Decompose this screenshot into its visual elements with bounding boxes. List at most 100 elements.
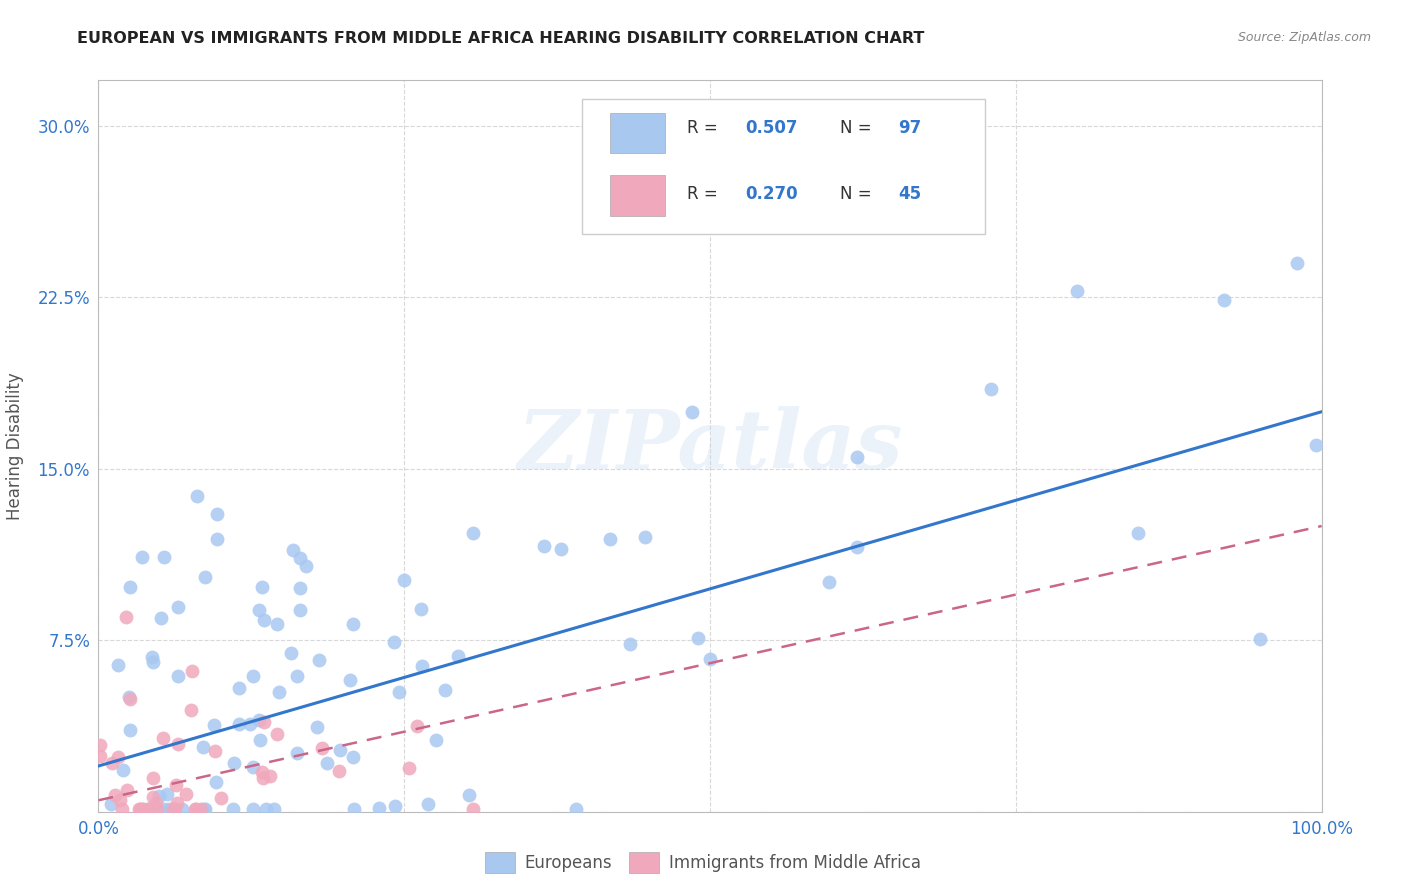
Bar: [610, 176, 665, 216]
Point: [280, 647, 302, 661]
Point: [619, 637, 641, 651]
Point: [162, 802, 184, 816]
Point: [166, 796, 188, 810]
Point: [139, 802, 162, 816]
Point: [797, 206, 820, 220]
Point: [107, 750, 129, 764]
Point: [142, 771, 165, 785]
Point: [463, 802, 485, 816]
Point: [599, 532, 621, 546]
Point: [308, 653, 330, 667]
Point: [138, 802, 160, 816]
Point: [247, 714, 270, 728]
Point: [180, 703, 202, 717]
Point: [132, 802, 155, 816]
Point: [398, 761, 420, 775]
Point: [142, 789, 165, 804]
Point: [222, 802, 245, 816]
Point: [266, 617, 288, 632]
Point: [600, 153, 623, 168]
Point: [114, 610, 136, 624]
Point: [205, 508, 228, 522]
Point: [259, 769, 281, 783]
Y-axis label: Hearing Disability: Hearing Disability: [6, 372, 24, 520]
Point: [107, 657, 129, 672]
Point: [204, 744, 226, 758]
Point: [128, 802, 150, 816]
Point: [845, 540, 868, 554]
Point: [342, 750, 364, 764]
Point: [288, 602, 311, 616]
Point: [142, 656, 165, 670]
Point: [141, 802, 163, 816]
Point: [184, 802, 207, 816]
Point: [294, 559, 316, 574]
Point: [1249, 632, 1271, 646]
Point: [205, 532, 228, 546]
Point: [1305, 437, 1327, 451]
Point: [253, 614, 276, 628]
Point: [131, 549, 153, 564]
Point: [818, 575, 841, 590]
Point: [228, 717, 250, 731]
FancyBboxPatch shape: [582, 99, 986, 234]
Text: 0.507: 0.507: [745, 119, 799, 136]
Point: [249, 733, 271, 747]
Point: [100, 797, 122, 812]
Point: [1128, 526, 1150, 541]
Point: [411, 659, 433, 673]
Point: [242, 802, 264, 816]
Point: [228, 681, 250, 695]
Point: [194, 802, 217, 816]
Point: [146, 802, 169, 816]
Point: [153, 550, 176, 565]
Point: [191, 739, 214, 754]
Point: [118, 690, 141, 705]
Point: [283, 542, 305, 557]
Point: [339, 673, 361, 688]
Point: [156, 787, 179, 801]
Point: [152, 731, 174, 745]
Point: [100, 756, 122, 771]
Point: [253, 714, 276, 729]
Point: [224, 756, 246, 771]
Point: [165, 778, 187, 792]
Point: [89, 748, 111, 763]
Point: [209, 791, 232, 805]
Point: [329, 743, 352, 757]
Text: R =: R =: [686, 185, 723, 202]
Point: [176, 787, 198, 801]
Point: [205, 775, 228, 789]
Point: [1212, 293, 1234, 307]
Point: [287, 668, 309, 682]
Text: ZIPatlas: ZIPatlas: [517, 406, 903, 486]
Point: [254, 802, 277, 816]
Point: [252, 771, 274, 785]
Point: [149, 610, 172, 624]
Point: [184, 802, 207, 816]
Point: [980, 382, 1002, 396]
Point: [120, 723, 142, 737]
Point: [1286, 256, 1309, 270]
Point: [290, 551, 312, 566]
Point: [447, 648, 470, 663]
Point: [238, 717, 260, 731]
Point: [148, 789, 170, 804]
Point: [267, 685, 290, 699]
Point: [252, 580, 274, 594]
Point: [141, 650, 163, 665]
Point: [242, 669, 264, 683]
Point: [307, 720, 329, 734]
Point: [118, 580, 141, 594]
Point: [153, 802, 176, 816]
Point: [166, 737, 188, 751]
Point: [89, 738, 111, 752]
Point: [118, 692, 141, 706]
Point: [128, 802, 150, 816]
Point: [252, 765, 274, 780]
Point: [266, 727, 288, 741]
Point: [1066, 284, 1088, 298]
Point: [343, 802, 366, 816]
Point: [165, 802, 187, 816]
Text: 0.270: 0.270: [745, 185, 799, 202]
